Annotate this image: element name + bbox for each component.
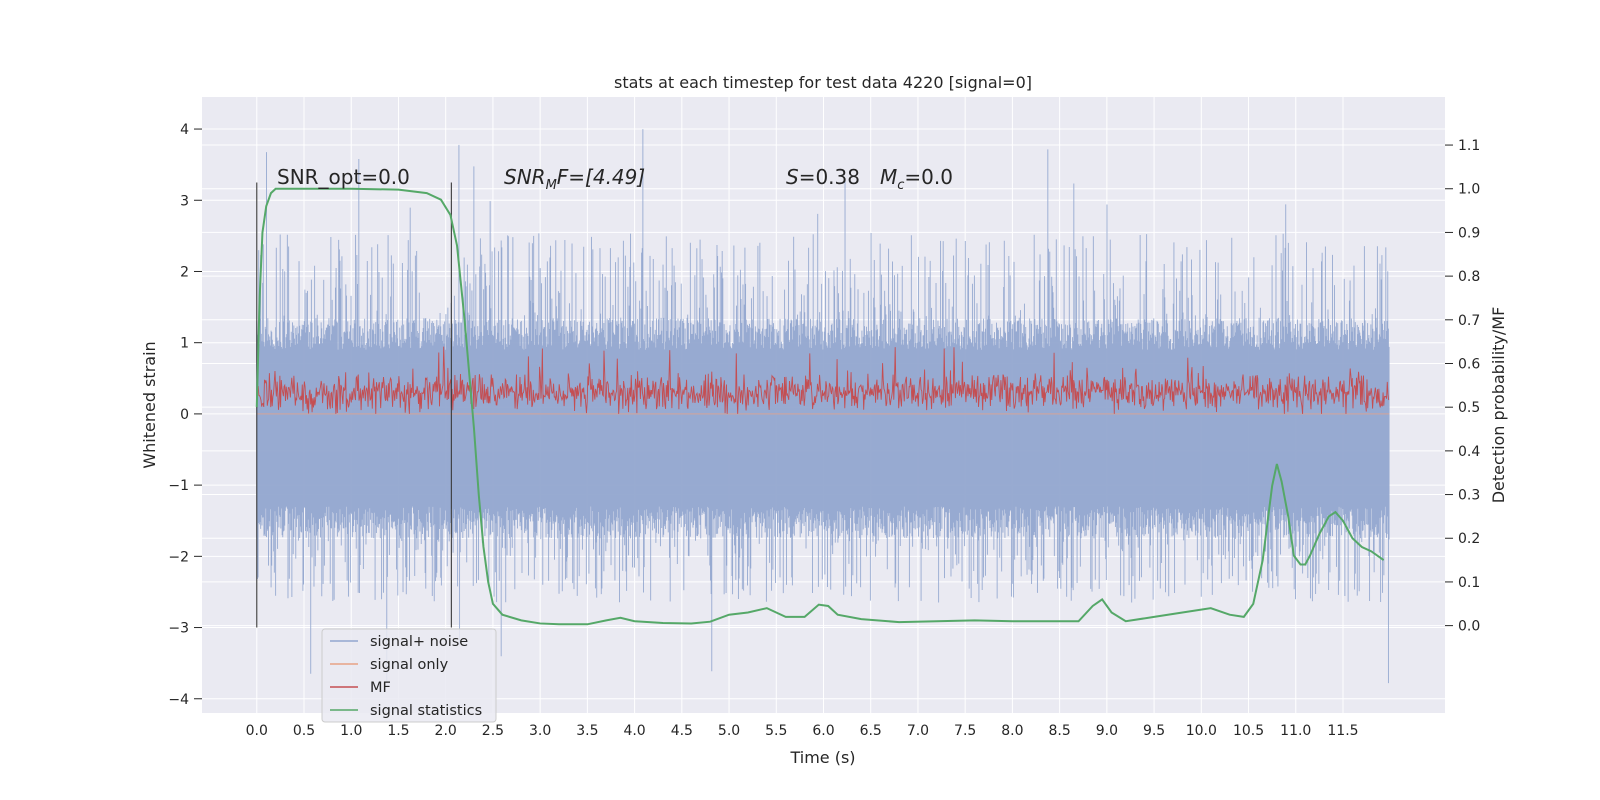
x-tick-label: 8.5 [1048, 723, 1070, 739]
y-right-tick-label: 1.0 [1458, 182, 1480, 198]
y-right-tick-label: 0.0 [1458, 619, 1480, 635]
y-right-tick-label: 0.6 [1458, 356, 1480, 372]
x-tick-label: 1.0 [340, 723, 362, 739]
legend-label-signal-statistics: signal statistics [370, 703, 482, 719]
y-right-tick-label: 0.3 [1458, 488, 1480, 504]
x-tick-label: 9.0 [1096, 723, 1118, 739]
y-axis-ticks: −4 −3 −2 −1 0 1 2 3 4 [168, 122, 202, 708]
x-axis-label: Time (s) [789, 748, 855, 767]
annotations: SNR_opt=0.0 SNRMF=[4.49] S=0.38 Mc=0.0 [277, 165, 953, 193]
y-right-axis-label: Detection probability/MF [1489, 307, 1508, 504]
legend-box [321, 628, 497, 723]
y-tick-label: −4 [168, 692, 189, 708]
x-tick-label: 5.0 [718, 723, 740, 739]
y-right-tick-label: 0.9 [1458, 225, 1480, 241]
x-tick-label: 3.0 [529, 723, 551, 739]
y-axis-label: Whitened strain [140, 341, 159, 468]
y-right-axis-ticks: 0.0 0.1 0.2 0.3 0.4 0.5 0.6 0.7 0.8 0.9 1.0 1.1 [1445, 138, 1480, 635]
annotation-snr-opt: SNR_opt=0.0 [277, 165, 410, 189]
y-tick-label: −3 [168, 621, 189, 637]
x-tick-label: 8.0 [1001, 723, 1023, 739]
y-tick-label: −1 [168, 478, 189, 494]
x-tick-label: 10.5 [1233, 723, 1264, 739]
y-right-tick-label: 0.7 [1458, 313, 1480, 329]
y-tick-label: 0 [180, 407, 189, 423]
x-tick-label: 3.5 [576, 723, 598, 739]
x-tick-label: 5.5 [765, 723, 787, 739]
y-tick-label: 3 [180, 193, 189, 209]
x-tick-label: 7.0 [907, 723, 929, 739]
x-tick-label: 9.5 [1143, 723, 1165, 739]
legend-label-signal-noise: signal+ noise [370, 634, 468, 650]
legend-label-signal-only: signal only [370, 657, 449, 673]
x-tick-label: 6.0 [812, 723, 834, 739]
x-tick-label: 4.5 [671, 723, 693, 739]
y-right-tick-label: 0.5 [1458, 400, 1480, 416]
x-tick-label: 6.5 [860, 723, 882, 739]
legend-label-mf: MF [370, 680, 391, 696]
x-tick-label: 0.5 [293, 723, 315, 739]
x-tick-label: 10.0 [1186, 723, 1217, 739]
x-tick-label: 4.0 [623, 723, 645, 739]
x-tick-label: 7.5 [954, 723, 976, 739]
x-axis-ticks: 0.0 0.5 1.0 1.5 2.0 2.5 3.0 3.5 4.0 4.5 5.0 5.5 6.0 6… [246, 723, 1359, 739]
y-tick-label: −2 [168, 549, 189, 565]
series-signal-statistics [255, 187, 1385, 626]
y-tick-label: 1 [180, 336, 189, 352]
series-mf [256, 346, 1390, 414]
x-tick-label: 1.5 [387, 723, 409, 739]
x-tick-label: 2.5 [482, 723, 504, 739]
y-right-tick-label: 0.2 [1458, 531, 1480, 547]
y-tick-label: 2 [180, 264, 189, 280]
x-tick-label: 2.0 [435, 723, 457, 739]
x-tick-label: 0.0 [246, 723, 268, 739]
x-tick-label: 11.5 [1327, 723, 1358, 739]
y-right-tick-label: 1.1 [1458, 138, 1480, 154]
legend: signal+ noise signal only MF signal stat… [321, 628, 497, 723]
y-right-tick-label: 0.1 [1458, 575, 1480, 591]
y-right-tick-label: 0.4 [1458, 444, 1480, 460]
chart-title: stats at each timestep for test data 422… [614, 73, 1032, 92]
x-tick-label: 11.0 [1280, 723, 1311, 739]
annotation-s: S=0.38 [786, 165, 860, 189]
annotation-mc: Mc=0.0 [880, 165, 953, 193]
y-tick-label: 4 [180, 122, 189, 138]
annotation-snr-mf: SNRMF=[4.49] [504, 165, 645, 193]
y-right-tick-label: 0.8 [1458, 269, 1480, 285]
